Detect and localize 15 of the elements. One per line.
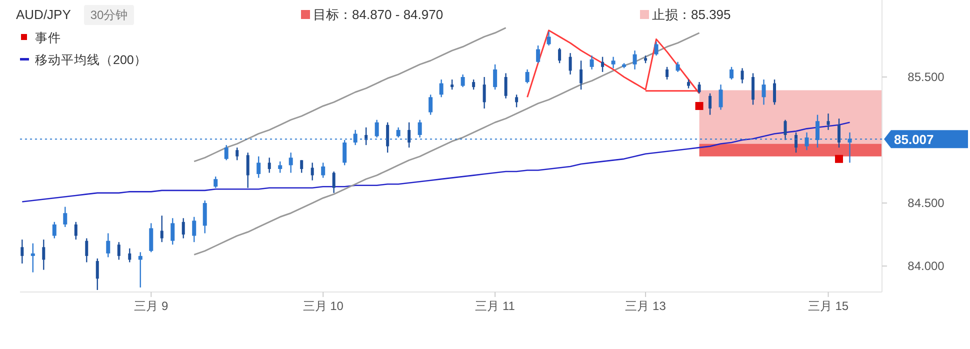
y-tick-label: 85.500 (908, 70, 945, 84)
ref-line-label: 85.007 (894, 132, 934, 148)
x-tick-label: 三月 10 (302, 299, 344, 313)
text: AUD/JPY (16, 7, 72, 22)
x-tick-label: 三月 9 (134, 299, 168, 313)
legend-label: 移动平均线（200） (35, 53, 147, 67)
y-tick-label: 84.000 (908, 259, 945, 274)
x-tick-label: 三月 15 (808, 299, 849, 313)
y-tick-label: 84.500 (908, 196, 945, 210)
legend-label: 事件 (35, 31, 61, 45)
legend-label: 目标：84.870 - 84.970 (313, 7, 444, 22)
text: 30分钟 (90, 8, 128, 22)
x-tick-label: 三月 13 (625, 299, 666, 313)
x-tick-label: 三月 11 (475, 299, 516, 313)
legend-label: 止损：85.395 (652, 7, 731, 22)
